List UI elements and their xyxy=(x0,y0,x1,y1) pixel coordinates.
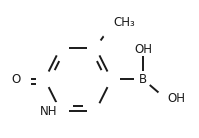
Text: CH₃: CH₃ xyxy=(113,16,135,29)
Text: B: B xyxy=(139,73,147,86)
Circle shape xyxy=(134,33,153,52)
Text: NH: NH xyxy=(40,104,58,118)
Circle shape xyxy=(157,89,177,108)
Circle shape xyxy=(15,73,27,85)
Circle shape xyxy=(49,103,66,119)
Circle shape xyxy=(138,74,148,85)
Circle shape xyxy=(101,17,124,40)
Text: O: O xyxy=(12,73,21,86)
Text: OH: OH xyxy=(134,43,152,56)
Text: OH: OH xyxy=(167,92,185,105)
